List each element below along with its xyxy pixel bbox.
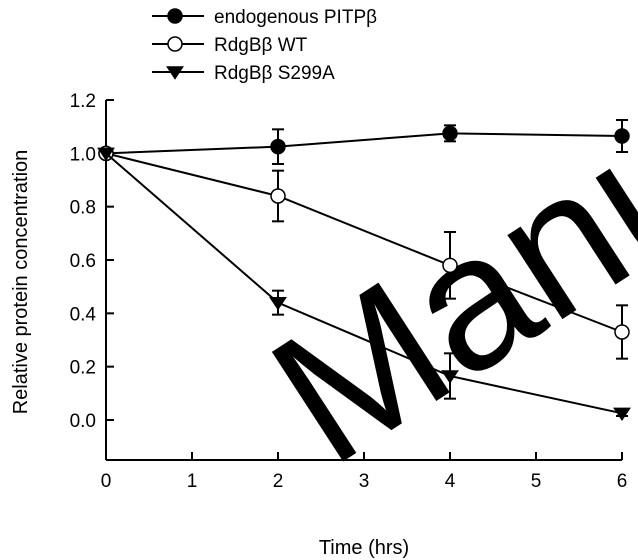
y-tick-label: 1.0	[70, 144, 96, 165]
y-tick-label: 0.6	[70, 251, 96, 272]
data-point	[270, 188, 286, 204]
x-tick-label: 3	[359, 471, 370, 492]
legend-item-2: RdgBβ WT	[152, 35, 308, 56]
x-tick-label: 5	[531, 471, 542, 492]
series-line	[105, 132, 623, 155]
data-point	[442, 257, 458, 274]
axes: 0.0 0.2 0.4 0.6 0.8 1.0 1.2 0 1 2 3 4 5 6	[70, 91, 628, 492]
x-tick-label: 1	[187, 471, 198, 492]
data-point	[441, 370, 459, 384]
data-point	[613, 407, 631, 422]
x-tick-label: 6	[617, 471, 628, 492]
legend-item-1: endogenous PITPβ	[152, 7, 377, 28]
data-point	[97, 147, 115, 162]
data-point	[614, 324, 630, 340]
y-axis-title: Relative protein concentration	[10, 150, 32, 415]
legend-marker	[167, 8, 183, 24]
series-line	[105, 152, 623, 333]
x-tick-label: 0	[101, 471, 112, 492]
x-axis-title: Time (hrs)	[319, 537, 409, 559]
series-layer	[97, 119, 631, 422]
legend-marker	[167, 36, 183, 52]
legend-label: endogenous PITPβ	[214, 7, 377, 28]
y-tick-label: 0.4	[70, 304, 97, 325]
y-tick-label: 1.2	[70, 91, 96, 112]
data-point	[614, 128, 630, 144]
data-point	[270, 138, 286, 155]
legend-marker	[166, 66, 184, 80]
data-point	[442, 125, 458, 142]
x-tick-label: 4	[445, 471, 456, 492]
y-tick-label: 0.2	[70, 358, 96, 379]
data-point	[269, 296, 287, 311]
legend-label: RdgBβ WT	[214, 35, 308, 56]
series-2	[98, 145, 630, 360]
series-3	[97, 147, 631, 422]
legend-label: RdgBβ S299A	[214, 63, 335, 84]
series-line	[105, 152, 623, 415]
y-tick-label: 0.0	[70, 411, 96, 432]
x-tick-label: 2	[273, 471, 284, 492]
legend-item-3: RdgBβ S299A	[152, 63, 335, 84]
legend: endogenous PITPβ RdgBβ WT RdgBβ S299A	[152, 7, 377, 84]
y-tick-label: 0.8	[70, 198, 96, 219]
